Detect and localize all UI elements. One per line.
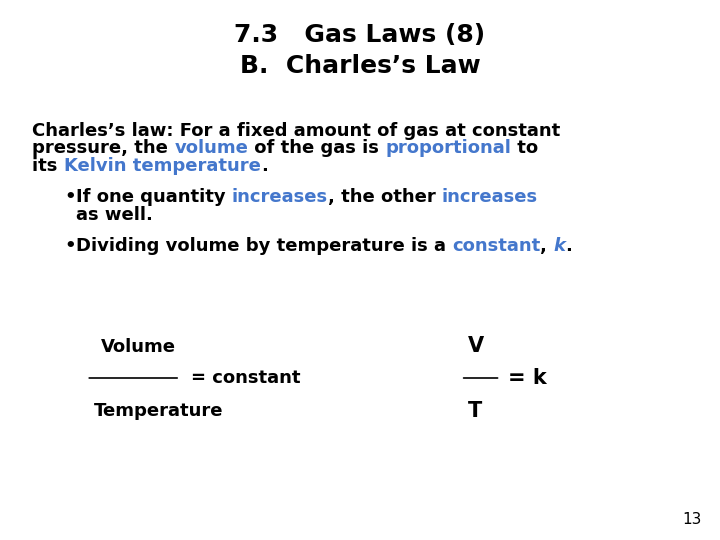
Text: T: T [468, 401, 482, 421]
Text: 7.3   Gas Laws (8): 7.3 Gas Laws (8) [235, 23, 485, 47]
Text: B.  Charles’s Law: B. Charles’s Law [240, 54, 480, 78]
Text: , the other: , the other [328, 188, 441, 206]
Text: Dividing volume by temperature is a: Dividing volume by temperature is a [76, 237, 452, 255]
Text: .: . [565, 237, 572, 255]
Text: pressure, the: pressure, the [32, 139, 174, 157]
Text: increases: increases [231, 188, 328, 206]
Text: ,: , [540, 237, 553, 255]
Text: Charles’s law: For a fixed amount of gas at constant: Charles’s law: For a fixed amount of gas… [32, 122, 561, 139]
Text: increases: increases [441, 188, 538, 206]
Text: = constant: = constant [191, 369, 300, 387]
Text: as well.: as well. [76, 206, 153, 224]
Text: •: • [65, 188, 76, 206]
Text: constant: constant [452, 237, 540, 255]
Text: 13: 13 [683, 511, 702, 526]
Text: V: V [468, 336, 484, 356]
Text: If one quantity: If one quantity [76, 188, 231, 206]
Text: of the gas is: of the gas is [248, 139, 385, 157]
Text: volume: volume [174, 139, 248, 157]
Text: proportional: proportional [385, 139, 511, 157]
Text: .: . [261, 157, 268, 174]
Text: its: its [32, 157, 64, 174]
Text: Temperature: Temperature [94, 402, 223, 420]
Text: Kelvin temperature: Kelvin temperature [64, 157, 261, 174]
Text: = k: = k [508, 368, 546, 388]
Text: •: • [65, 237, 76, 255]
Text: to: to [511, 139, 539, 157]
Text: Volume: Volume [101, 339, 176, 356]
Text: k: k [553, 237, 565, 255]
